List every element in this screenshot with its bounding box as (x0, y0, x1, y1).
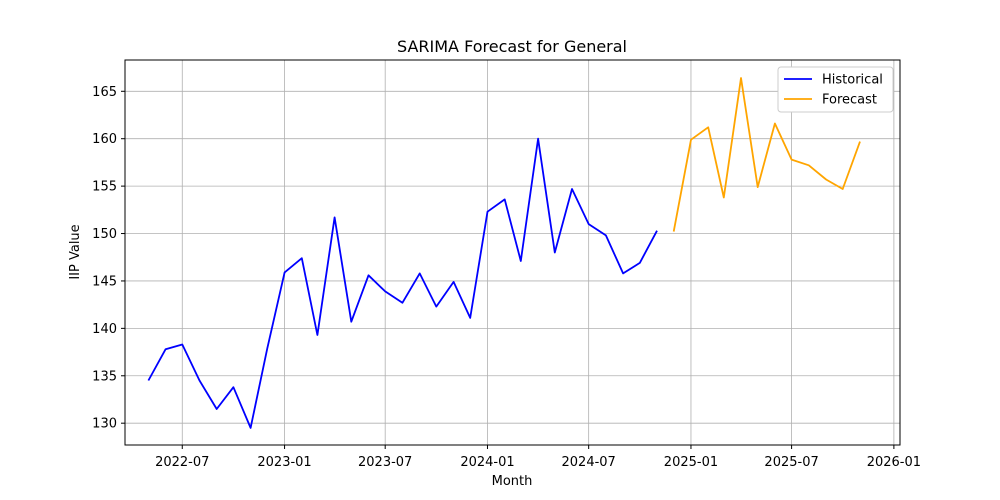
x-tick-label: 2026-01 (867, 455, 921, 470)
forecast-series-line (672, 77, 861, 232)
x-tick-label: 2025-01 (664, 455, 718, 470)
grid (125, 60, 900, 445)
legend-label-forecast: Forecast (822, 93, 877, 108)
y-tick-label: 130 (92, 417, 117, 432)
plot-frame (124, 59, 901, 446)
x-tick-label: 2022-07 (155, 455, 209, 470)
x-tick-label: 2023-07 (358, 455, 412, 470)
x-tick-label: 2024-07 (562, 455, 616, 470)
y-tick-label: 165 (92, 85, 117, 100)
y-tick-label: 145 (92, 274, 117, 289)
x-tick-label: 2025-07 (764, 455, 818, 470)
y-axis-label: IIP Value (68, 224, 83, 279)
legend: Historical Forecast (777, 66, 894, 113)
legend-label-historical: Historical (822, 73, 883, 88)
y-tick-label: 140 (92, 322, 117, 337)
historical-series-line (147, 137, 658, 429)
x-axis-label: Month (492, 474, 533, 489)
series-lines (147, 77, 861, 429)
y-tick-label: 150 (92, 227, 117, 242)
y-tick-label: 160 (92, 132, 117, 147)
y-tick-label: 135 (92, 369, 117, 384)
chart-title: SARIMA Forecast for General (397, 37, 627, 56)
x-tick-label: 2024-01 (460, 455, 514, 470)
y-axis-ticks: 130 135 140 145 150 155 160 165 (92, 85, 125, 432)
x-tick-label: 2023-01 (257, 455, 311, 470)
x-axis-ticks: 2022-07 2023-01 2023-07 2024-01 2024-07 2025-… (155, 445, 921, 470)
y-tick-label: 155 (92, 180, 117, 195)
